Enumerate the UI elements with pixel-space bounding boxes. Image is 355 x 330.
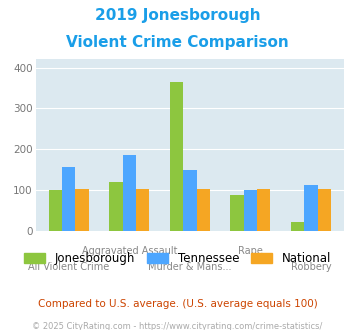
Bar <box>304 185 318 231</box>
Bar <box>62 167 76 231</box>
Bar <box>318 189 331 231</box>
Bar <box>291 222 304 231</box>
Bar <box>109 182 123 231</box>
Bar <box>136 189 149 231</box>
Legend: Jonesborough, Tennessee, National: Jonesborough, Tennessee, National <box>19 247 336 270</box>
Bar <box>183 170 197 231</box>
Text: Violent Crime Comparison: Violent Crime Comparison <box>66 35 289 50</box>
Text: Robbery: Robbery <box>291 262 331 272</box>
Text: © 2025 CityRating.com - https://www.cityrating.com/crime-statistics/: © 2025 CityRating.com - https://www.city… <box>32 322 323 330</box>
Text: All Violent Crime: All Violent Crime <box>28 262 109 272</box>
Bar <box>123 155 136 231</box>
Bar <box>230 195 244 231</box>
Bar <box>257 189 271 231</box>
Bar <box>244 190 257 231</box>
Text: Compared to U.S. average. (U.S. average equals 100): Compared to U.S. average. (U.S. average … <box>38 299 317 309</box>
Text: 2019 Jonesborough: 2019 Jonesborough <box>95 8 260 23</box>
Bar <box>170 82 183 231</box>
Text: Murder & Mans...: Murder & Mans... <box>148 262 232 272</box>
Bar <box>49 190 62 231</box>
Bar <box>76 189 89 231</box>
Text: Aggravated Assault: Aggravated Assault <box>82 246 177 256</box>
Bar <box>197 189 210 231</box>
Text: Rape: Rape <box>238 246 263 256</box>
